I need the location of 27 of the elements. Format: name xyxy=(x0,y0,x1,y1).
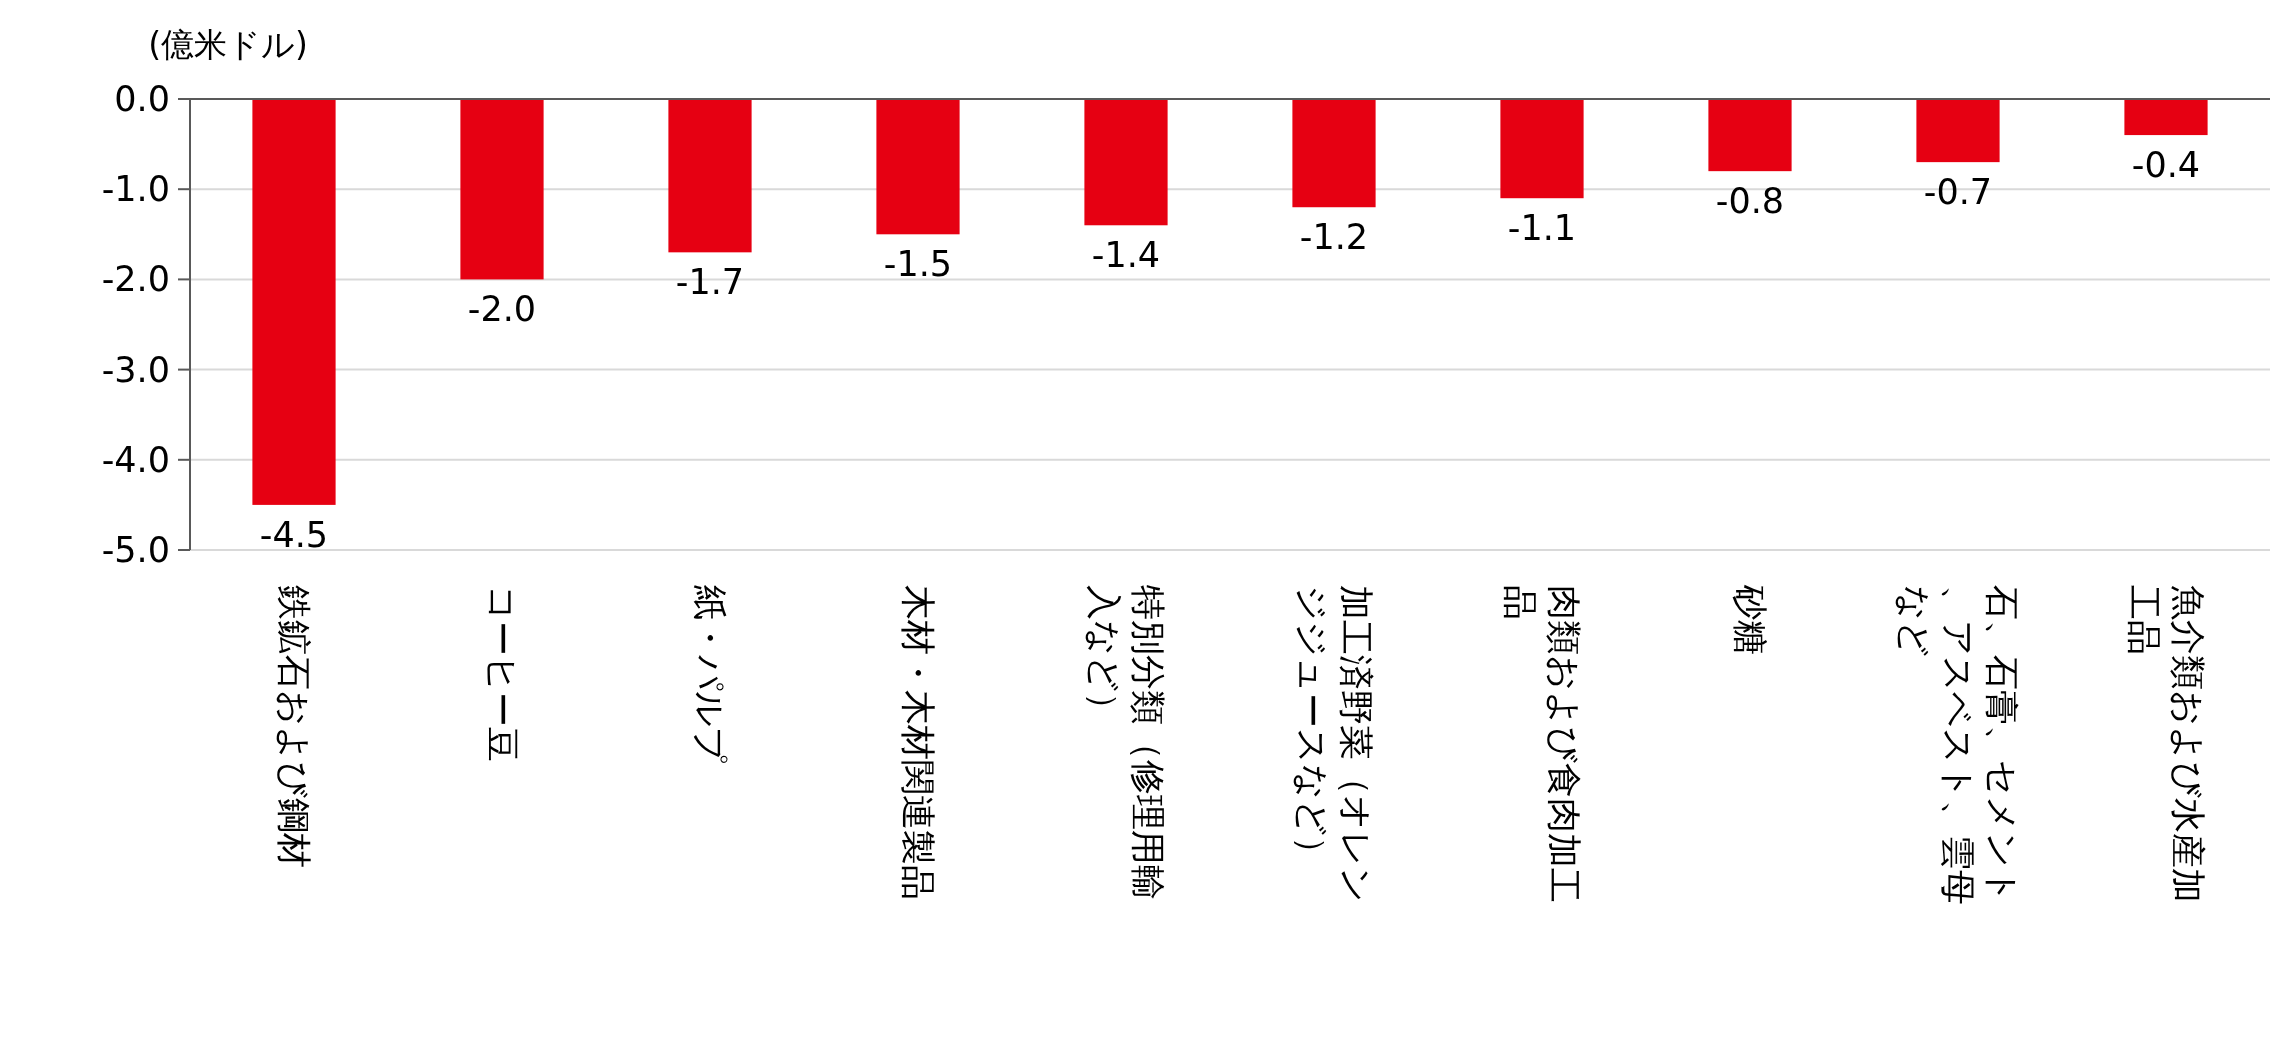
data-label: -0.7 xyxy=(1923,172,1993,213)
data-label: -1.7 xyxy=(675,262,745,303)
x-tick-label: 紙・パルプ xyxy=(690,585,730,763)
y-tick-label: -2.0 xyxy=(101,259,170,300)
y-tick-label: -4.0 xyxy=(101,439,170,480)
x-tick-label: 石、石膏、セメント、アスベスト、雲母など xyxy=(1894,585,2022,905)
x-tick-label: 木材・木材関連製品 xyxy=(898,585,938,900)
y-tick-label: -3.0 xyxy=(101,349,170,390)
data-label: -4.5 xyxy=(259,514,329,555)
x-tick-label: 魚介類および水産加工品 xyxy=(2124,585,2208,903)
data-label: -1.1 xyxy=(1507,208,1577,249)
x-tick-label: 加工済野菜（オレンジジュースなど） xyxy=(1292,585,1376,903)
x-tick-label: 鉄鉱石および鋼材 xyxy=(274,585,314,868)
data-label: -1.2 xyxy=(1299,217,1369,258)
x-tick-label: 特別分類（修理用輸入など） xyxy=(1084,585,1168,900)
x-tick-label: 肉類および食肉加工品 xyxy=(1500,585,1584,903)
data-label: -0.8 xyxy=(1715,181,1785,222)
y-axis-title: (億米ドル) xyxy=(148,24,308,64)
y-tick-label: 0.0 xyxy=(114,79,170,119)
x-tick-label: 砂糖 xyxy=(1730,584,1770,655)
y-tick-label: -5.0 xyxy=(101,530,170,570)
data-label: -1.4 xyxy=(1091,235,1161,276)
x-tick-label: コーヒー豆 xyxy=(482,585,522,762)
data-label: -0.4 xyxy=(2131,145,2201,186)
y-tick-label: -1.0 xyxy=(101,169,170,210)
data-label: -2.0 xyxy=(467,289,537,330)
data-label: -1.5 xyxy=(883,244,953,285)
